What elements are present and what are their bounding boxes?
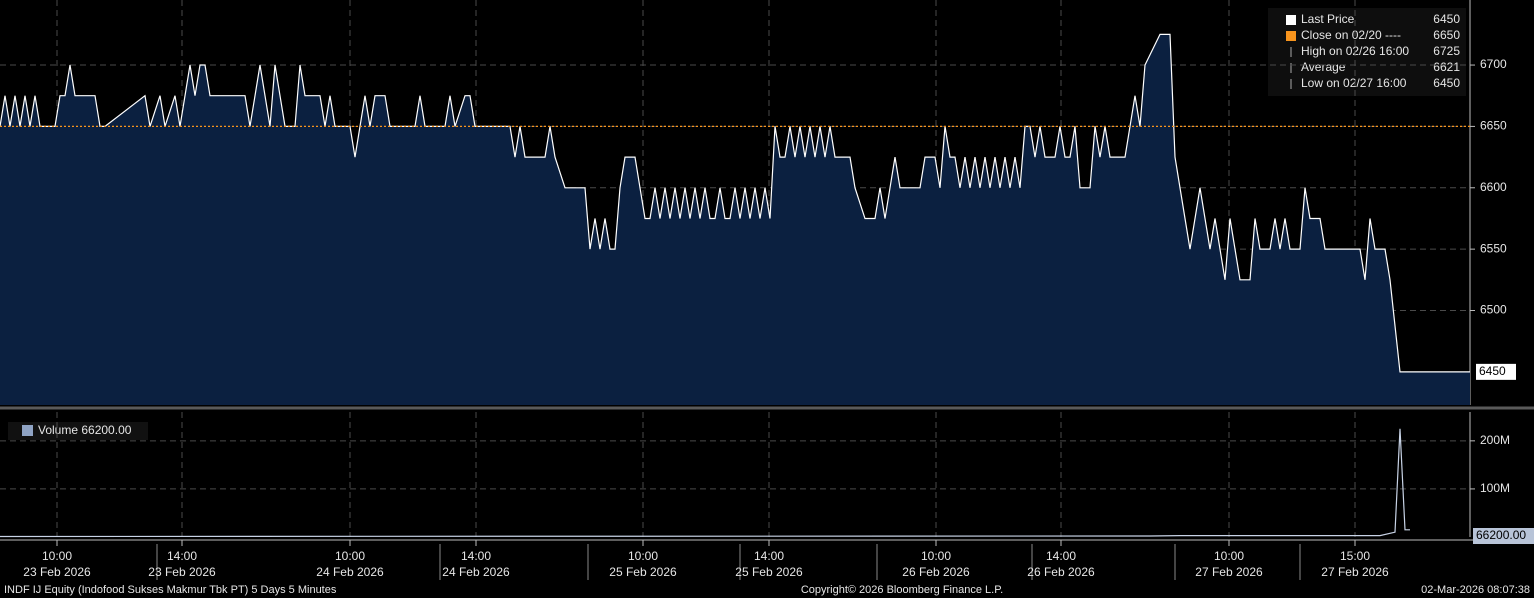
last-price-box — [1476, 363, 1516, 380]
legend-value: 6621 — [1433, 60, 1460, 74]
x-tick-label: 26 Feb 2026 — [902, 565, 970, 579]
x-tick-label: 23 Feb 2026 — [148, 565, 216, 579]
legend-swatch — [1286, 31, 1296, 41]
x-tick-label: 14:00 — [167, 549, 197, 563]
y-tick-label: 100M — [1480, 481, 1510, 495]
y-tick-label: 200M — [1480, 433, 1510, 447]
y-tick-label: 6550 — [1480, 241, 1507, 255]
price-line — [0, 33, 1470, 373]
x-tick-label: 10:00 — [335, 549, 365, 563]
y-tick-label: 6500 — [1480, 303, 1507, 317]
legend-box — [1268, 8, 1466, 96]
x-tick-label: 14:00 — [461, 549, 491, 563]
x-tick-label: 24 Feb 2026 — [442, 565, 510, 579]
legend-label: Low on 02/27 16:00 — [1301, 76, 1407, 90]
volume-line — [0, 428, 1410, 538]
x-tick-label: 27 Feb 2026 — [1321, 565, 1389, 579]
panel: 6500 6550 6600 6650 6700 — [0, 0, 1507, 406]
legend-value: 6450 — [1433, 76, 1460, 90]
legend-swatch — [1286, 15, 1296, 25]
x-tick-label: 25 Feb 2026 — [609, 565, 677, 579]
y-tick-label: 6600 — [1480, 180, 1507, 194]
x-tick-label: 23 Feb 2026 — [23, 565, 91, 579]
legend-label: Last Price — [1301, 12, 1355, 26]
area-fill — [0, 34, 1470, 406]
x-tick-label: 14:00 — [1046, 549, 1076, 563]
x-tick-label: 10:00 — [921, 549, 951, 563]
legend-value: 6725 — [1433, 44, 1460, 58]
footer-right: 02-Mar-2026 08:07:38 — [1421, 584, 1530, 596]
footer-center: Copyright© 2026 Bloomberg Finance L.P. — [801, 584, 1003, 596]
x-tick-label: 27 Feb 2026 — [1195, 565, 1263, 579]
volume-legend-box — [8, 422, 148, 440]
panel: 100M 200M 10:00 23 Feb 2026 14:00 23 Feb 2026… — [0, 412, 1510, 579]
x-tick-label: 26 Feb 2026 — [1027, 565, 1095, 579]
x-tick-label: 25 Feb 2026 — [735, 565, 803, 579]
last-value-label: 66200.00 — [1476, 528, 1526, 542]
x-tick-label: 10:00 — [628, 549, 658, 563]
y-tick-label: 6650 — [1480, 119, 1507, 133]
y-tick-label: 6700 — [1480, 57, 1507, 71]
legend-value: 6650 — [1433, 28, 1460, 42]
legend-value: 6450 — [1433, 12, 1460, 26]
x-tick-label: 10:00 — [1214, 549, 1244, 563]
x-tick-label: 15:00 — [1340, 549, 1370, 563]
legend-label: Close on 02/20 ---- — [1301, 28, 1401, 42]
volume-swatch — [22, 425, 33, 436]
legend-label: Average — [1301, 60, 1346, 74]
last-price-label: 6450 — [1479, 364, 1506, 378]
volume-title: Volume 66200.00 — [38, 423, 132, 437]
x-tick-label: 10:00 — [42, 549, 72, 563]
x-tick-label: 14:00 — [754, 549, 784, 563]
x-tick-label: 24 Feb 2026 — [316, 565, 384, 579]
session-separators — [156, 544, 1301, 580]
footer-left: INDF IJ Equity (Indofood Sukses Makmur T… — [4, 584, 337, 596]
last-value-box — [1473, 528, 1534, 544]
